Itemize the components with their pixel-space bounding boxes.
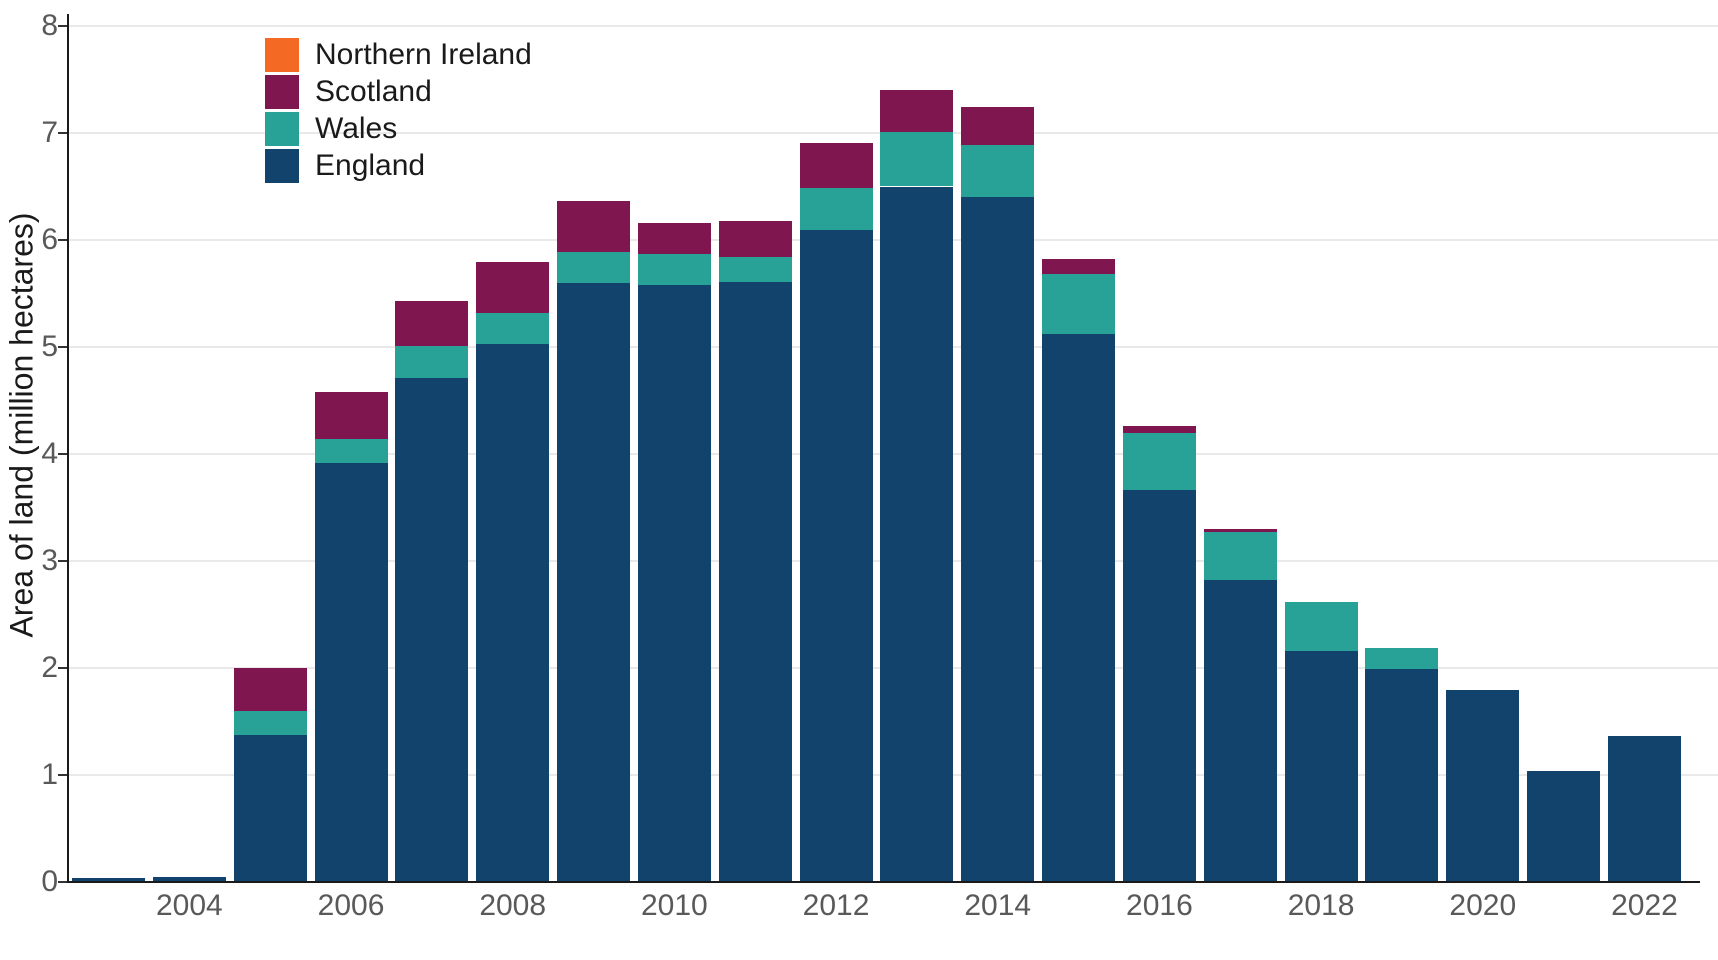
bar-segment-wales-2007 (395, 345, 469, 379)
bar-segment-wales-2014 (961, 144, 1035, 198)
bar-segment-wales-2019 (1365, 647, 1439, 670)
legend-label-wales: Wales (315, 112, 398, 145)
bar-segment-scotland-2014 (961, 107, 1035, 145)
y-tick-mark-7 (58, 132, 67, 134)
bar-segment-wales-2010 (637, 253, 711, 285)
y-tick-label-6: 6 (41, 223, 58, 256)
x-tick-label-2016: 2016 (1126, 889, 1193, 922)
bar-segment-wales-2009 (557, 251, 631, 283)
bar-segment-wales-2005 (233, 710, 307, 736)
x-tick-label-2020: 2020 (1449, 889, 1517, 922)
y-tick-mark-6 (58, 239, 67, 241)
legend-item-northern-ireland: Northern Ireland (265, 38, 532, 72)
y-tick-mark-4 (58, 453, 67, 455)
y-tick-mark-0 (58, 881, 67, 883)
bar-segment-wales-2015 (1042, 274, 1116, 335)
y-tick-label-8: 8 (41, 9, 58, 42)
bar-segment-england-2006 (314, 462, 388, 882)
legend-item-england: England (265, 149, 532, 183)
y-tick-label-1: 1 (41, 758, 58, 791)
x-tick-label-2010: 2010 (641, 889, 708, 922)
bar-segment-wales-2017 (1203, 532, 1277, 581)
y-tick-label-4: 4 (41, 437, 58, 470)
x-tick-label-2004: 2004 (155, 889, 223, 922)
bar-segment-england-2010 (637, 284, 711, 882)
y-tick-mark-3 (58, 560, 67, 562)
y-tick-label-0: 0 (41, 865, 58, 898)
bar-segment-scotland-2006 (314, 391, 388, 440)
bar-segment-england-2005 (233, 735, 307, 882)
bar-segment-england-2011 (718, 281, 792, 882)
legend-swatch-wales (265, 112, 299, 146)
x-tick-label-2008: 2008 (479, 889, 547, 922)
bar-segment-england-2021 (1527, 770, 1601, 882)
y-tick-label-7: 7 (41, 116, 58, 149)
bar-segment-england-2020 (1446, 690, 1520, 882)
legend: Northern Ireland Scotland Wales England (265, 38, 532, 186)
bar-segment-scotland-2007 (395, 300, 469, 346)
bar-segment-wales-2016 (1122, 432, 1196, 491)
x-axis-line (67, 881, 1700, 883)
bar-segment-scotland-2013 (880, 90, 954, 132)
y-tick-mark-8 (58, 25, 67, 27)
bar-segment-england-2018 (1284, 650, 1358, 882)
bar-segment-scotland-2009 (557, 201, 631, 252)
bar-segment-scotland-2012 (799, 142, 873, 188)
bar-segment-wales-2011 (718, 257, 792, 282)
y-tick-mark-2 (58, 667, 67, 669)
legend-item-scotland: Scotland (265, 75, 532, 109)
y-tick-label-5: 5 (41, 330, 58, 363)
y-tick-label-2: 2 (41, 651, 58, 684)
bar-segment-scotland-2005 (233, 668, 307, 711)
bar-segment-england-2019 (1365, 669, 1439, 882)
x-tick-label-2006: 2006 (317, 889, 385, 922)
gridline-y-8 (69, 25, 1718, 27)
bar-segment-wales-2006 (314, 439, 388, 463)
bar-segment-england-2009 (557, 282, 631, 882)
bar-segment-england-2015 (1042, 334, 1116, 882)
legend-swatch-england (265, 149, 299, 183)
bar-segment-england-2014 (961, 197, 1035, 882)
bar-segment-england-2013 (880, 186, 954, 882)
bar-segment-england-2012 (799, 230, 873, 882)
legend-item-wales: Wales (265, 112, 532, 146)
bar-segment-wales-2012 (799, 187, 873, 231)
legend-label-northern-ireland: Northern Ireland (315, 38, 532, 71)
bar-segment-wales-2008 (476, 312, 550, 344)
bar-segment-england-2004 (152, 876, 226, 882)
x-tick-label-2022: 2022 (1611, 889, 1678, 922)
bar-segment-england-2022 (1607, 736, 1681, 882)
legend-label-scotland: Scotland (315, 75, 432, 108)
bar-segment-scotland-2017 (1203, 528, 1277, 533)
y-tick-mark-1 (58, 774, 67, 776)
legend-swatch-scotland (265, 75, 299, 109)
bar-segment-scotland-2008 (476, 262, 550, 313)
y-axis-line (67, 14, 69, 883)
bar-segment-scotland-2010 (637, 222, 711, 254)
bar-segment-wales-2013 (880, 131, 954, 187)
legend-label-england: England (315, 149, 426, 182)
x-tick-label-2012: 2012 (802, 889, 870, 922)
x-tick-label-2018: 2018 (1287, 889, 1355, 922)
bar-segment-england-2016 (1122, 490, 1196, 882)
bar-segment-england-2003 (72, 877, 145, 882)
legend-swatch-northern-ireland (265, 38, 299, 72)
bar-segment-england-2007 (395, 378, 469, 882)
x-tick-label-2014: 2014 (964, 889, 1032, 922)
y-tick-mark-5 (58, 346, 67, 348)
bar-segment-england-2008 (476, 343, 550, 882)
y-axis-title: Area of land (million hectares) (3, 212, 40, 638)
bar-segment-wales-2018 (1284, 601, 1358, 651)
y-tick-label-3: 3 (41, 544, 58, 577)
bar-segment-scotland-2011 (718, 220, 792, 258)
bar-segment-england-2017 (1203, 580, 1277, 882)
bar-segment-scotland-2015 (1042, 259, 1116, 275)
bar-segment-scotland-2016 (1122, 426, 1196, 433)
